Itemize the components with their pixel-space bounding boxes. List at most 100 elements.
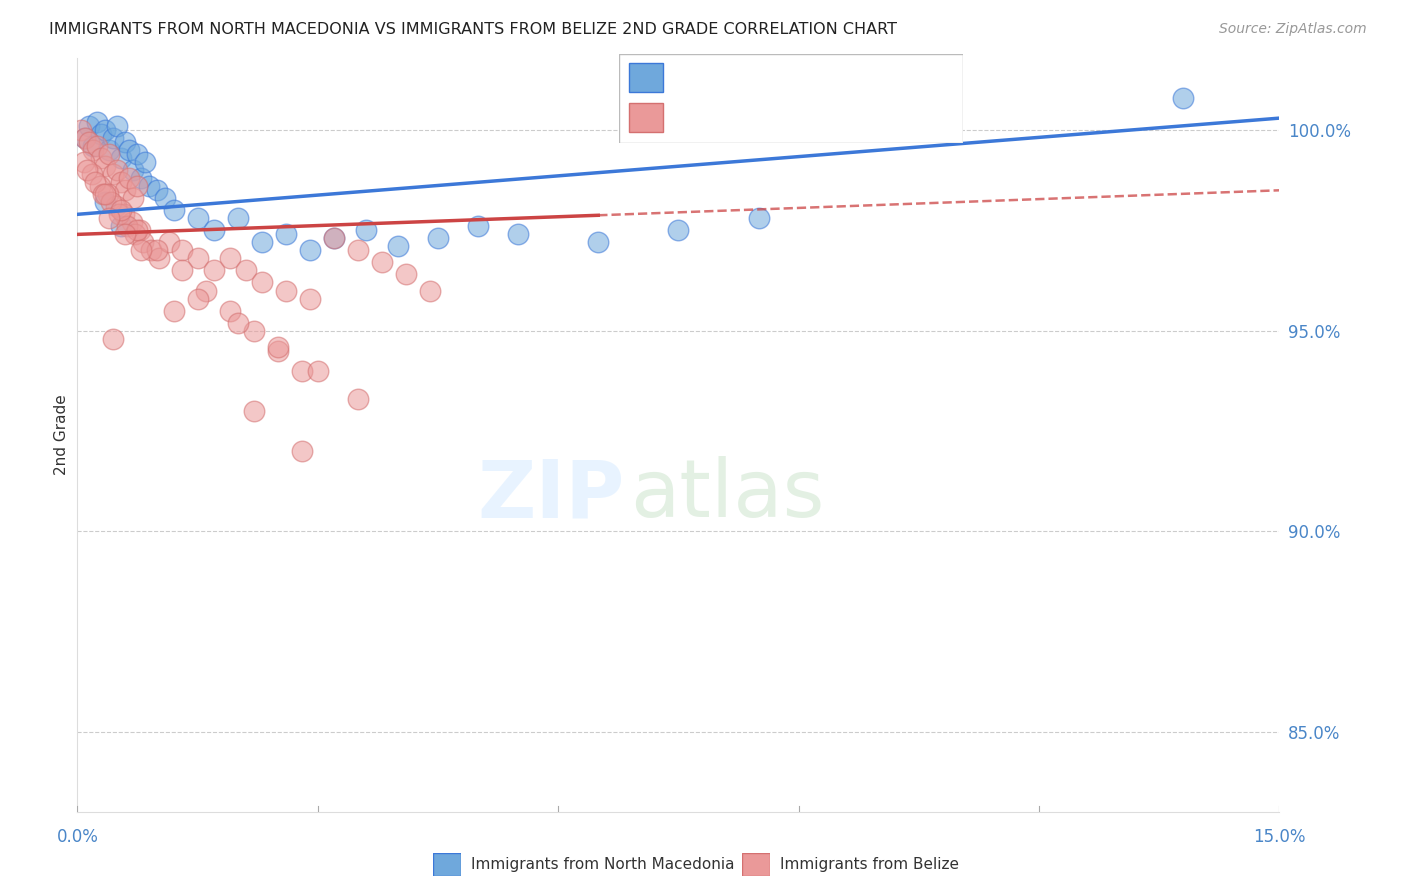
Point — [91, 187, 114, 202]
Point — [86, 139, 108, 153]
Point — [80, 167, 103, 181]
Point — [427, 231, 450, 245]
Point — [1173, 91, 1195, 105]
Point — [146, 244, 169, 258]
Point — [139, 244, 162, 258]
Point — [291, 443, 314, 458]
Point — [127, 223, 149, 237]
Point — [103, 167, 125, 181]
Point — [187, 252, 209, 266]
Point — [110, 219, 132, 234]
Point — [371, 255, 394, 269]
Point — [395, 268, 418, 282]
Point — [132, 235, 155, 250]
Point — [98, 143, 121, 157]
Point — [127, 147, 149, 161]
Text: R = 0.079   N = 69: R = 0.079 N = 69 — [678, 108, 877, 128]
Point — [242, 324, 264, 338]
Point — [170, 244, 193, 258]
Point — [103, 332, 125, 346]
Point — [291, 364, 314, 378]
Point — [226, 211, 249, 226]
Text: R =  0.218   N = 38: R = 0.218 N = 38 — [678, 68, 884, 87]
Point — [170, 263, 193, 277]
Point — [107, 119, 129, 133]
Point — [131, 244, 153, 258]
Point — [202, 263, 225, 277]
Point — [84, 175, 107, 189]
Point — [75, 131, 97, 145]
Point — [250, 276, 273, 290]
Point — [162, 303, 184, 318]
Point — [86, 115, 108, 129]
Point — [467, 219, 489, 234]
Point — [235, 263, 257, 277]
Point — [347, 392, 370, 406]
Point — [82, 143, 104, 157]
Text: Source: ZipAtlas.com: Source: ZipAtlas.com — [1219, 22, 1367, 37]
Point — [202, 223, 225, 237]
Point — [146, 183, 169, 197]
Point — [242, 404, 264, 418]
Point — [122, 191, 145, 205]
FancyBboxPatch shape — [628, 103, 664, 132]
Point — [118, 171, 141, 186]
Point — [274, 284, 297, 298]
Point — [114, 135, 136, 149]
Point — [134, 155, 156, 169]
Point — [110, 151, 132, 165]
FancyBboxPatch shape — [433, 853, 461, 876]
Y-axis label: 2nd Grade: 2nd Grade — [53, 394, 69, 475]
FancyBboxPatch shape — [628, 63, 664, 92]
Point — [187, 211, 209, 226]
Point — [98, 147, 121, 161]
Point — [108, 207, 131, 221]
Point — [187, 292, 209, 306]
Point — [124, 227, 146, 242]
Point — [94, 123, 117, 137]
Point — [322, 231, 344, 245]
Text: IMMIGRANTS FROM NORTH MACEDONIA VS IMMIGRANTS FROM BELIZE 2ND GRADE CORRELATION : IMMIGRANTS FROM NORTH MACEDONIA VS IMMIG… — [49, 22, 897, 37]
Point — [118, 143, 141, 157]
Point — [748, 211, 770, 226]
Point — [218, 252, 240, 266]
Point — [89, 179, 111, 194]
Point — [110, 203, 132, 218]
Point — [104, 199, 127, 213]
Text: ZIP: ZIP — [477, 456, 624, 534]
Point — [155, 191, 177, 205]
Point — [94, 187, 117, 202]
Point — [70, 123, 93, 137]
Point — [148, 252, 170, 266]
Point — [98, 211, 121, 226]
Point — [94, 195, 117, 210]
Point — [90, 127, 112, 141]
Point — [127, 179, 149, 194]
Text: 15.0%: 15.0% — [1253, 828, 1306, 846]
Point — [79, 119, 101, 133]
Point — [97, 187, 120, 202]
Point — [128, 223, 150, 237]
Point — [138, 179, 160, 194]
Point — [387, 239, 409, 253]
FancyBboxPatch shape — [742, 853, 770, 876]
Point — [114, 227, 136, 242]
Point — [322, 231, 344, 245]
Point — [508, 227, 530, 242]
Point — [668, 223, 690, 237]
Point — [114, 183, 136, 197]
Point — [419, 284, 441, 298]
Point — [94, 159, 117, 173]
Point — [588, 235, 610, 250]
Point — [298, 244, 321, 258]
Point — [122, 163, 145, 178]
Point — [75, 131, 97, 145]
Text: atlas: atlas — [630, 456, 825, 534]
Point — [107, 163, 129, 178]
Point — [298, 292, 321, 306]
Point — [110, 175, 132, 189]
Point — [218, 303, 240, 318]
Point — [115, 219, 138, 234]
Point — [267, 340, 290, 354]
Text: Immigrants from North Macedonia: Immigrants from North Macedonia — [471, 857, 734, 871]
